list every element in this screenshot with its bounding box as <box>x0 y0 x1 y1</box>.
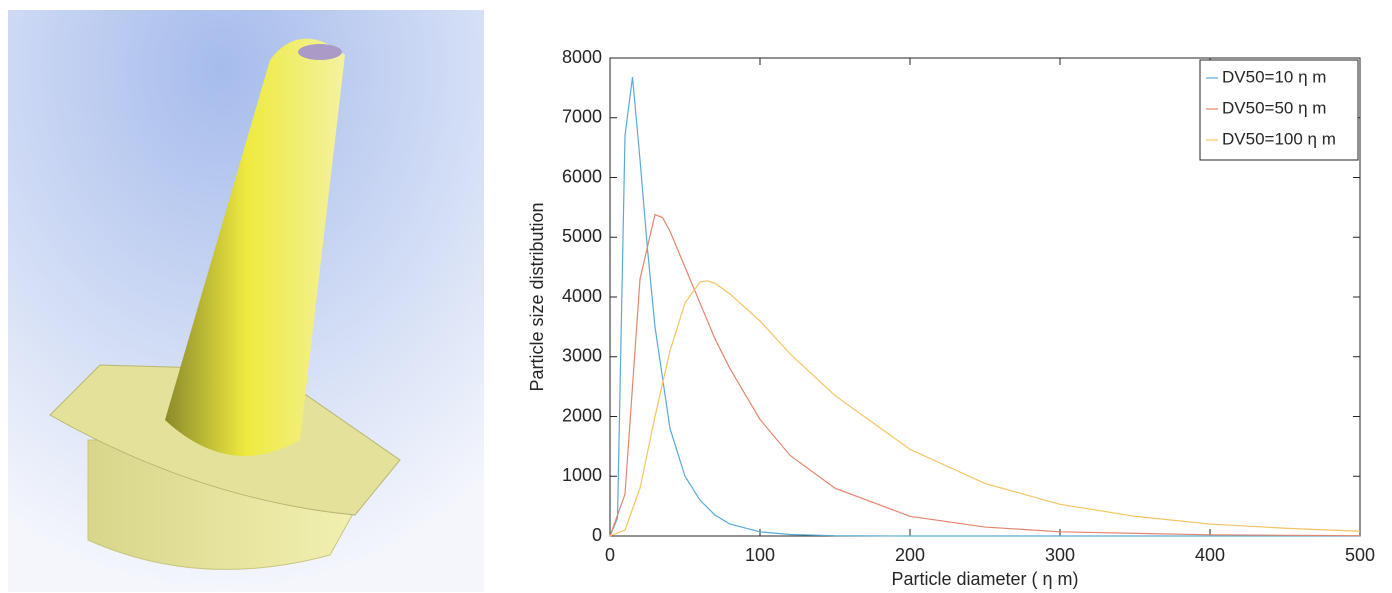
legend-box <box>1199 59 1359 161</box>
render-image <box>8 10 484 592</box>
legend-label: DV50=10 η m <box>1222 67 1326 86</box>
y-tick-label: 0 <box>592 525 602 545</box>
y-tick-label: 6000 <box>562 166 602 186</box>
x-tick-label: 300 <box>1045 545 1075 565</box>
y-axis-label: Particle size distribution <box>527 202 547 391</box>
y-tick-label: 3000 <box>562 346 602 366</box>
x-tick-label: 0 <box>605 545 615 565</box>
x-axis-label: Particle diameter ( η m) <box>891 569 1078 589</box>
x-tick-label: 100 <box>745 545 775 565</box>
y-tick-label: 2000 <box>562 405 602 425</box>
y-tick-label: 4000 <box>562 286 602 306</box>
legend-label: DV50=100 η m <box>1222 129 1336 148</box>
y-tick-label: 7000 <box>562 107 602 127</box>
line-series <box>609 280 1361 537</box>
y-tick-label: 8000 <box>562 47 602 67</box>
line-series <box>609 77 1360 537</box>
y-tick-label: 5000 <box>562 226 602 246</box>
y-tick-label: 1000 <box>562 465 602 485</box>
x-tick-label: 400 <box>1195 545 1225 565</box>
x-tick-label: 500 <box>1345 545 1375 565</box>
x-tick-label: 200 <box>895 545 925 565</box>
legend-label: DV50=50 η m <box>1222 98 1326 117</box>
line-series <box>609 213 1361 537</box>
